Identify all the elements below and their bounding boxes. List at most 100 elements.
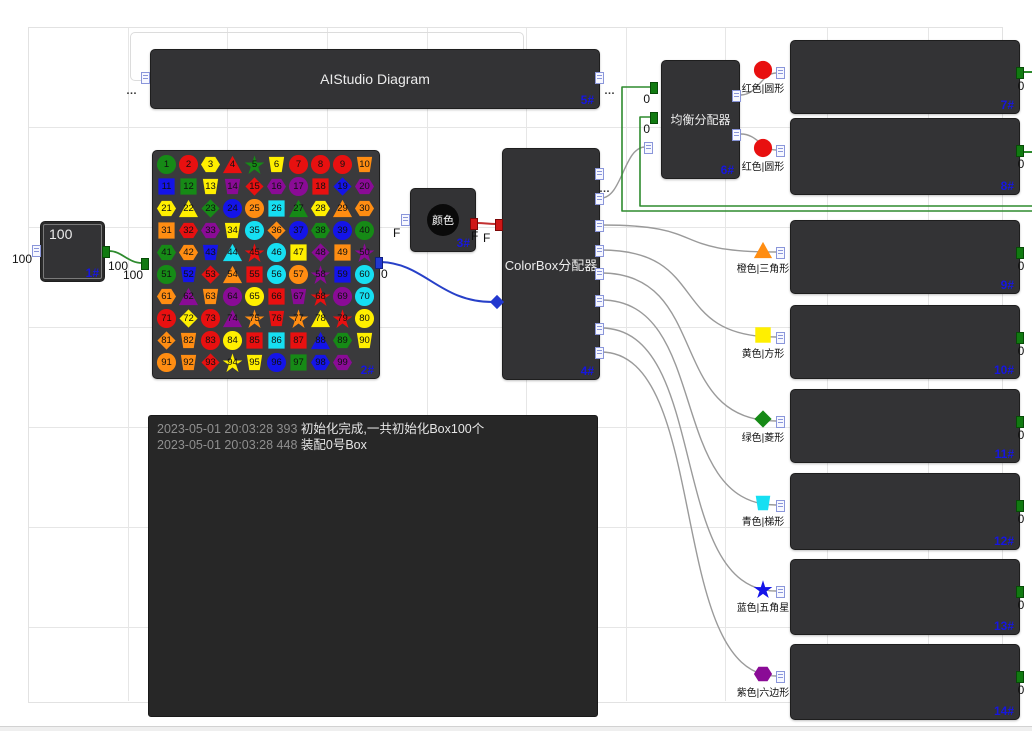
box-item-square-orange[interactable]: 31 (156, 220, 177, 241)
box-item-trapezoid-purple[interactable]: 67 (288, 286, 309, 307)
balancer-output-port-2[interactable] (732, 129, 741, 141)
wire[interactable] (108, 250, 143, 264)
box-item-circle-red[interactable]: 9 (332, 154, 353, 175)
box-item-square-red[interactable]: 85 (244, 330, 265, 351)
color-node-input-port[interactable] (401, 214, 410, 226)
output-node-count-port[interactable] (1016, 247, 1024, 259)
box-item-triangle-green[interactable]: 27 (288, 198, 309, 219)
output-node-input-port[interactable] (776, 67, 785, 79)
box-item-square-orange[interactable]: 49 (332, 242, 353, 263)
box-item-diamond-orange[interactable]: 81 (156, 330, 177, 351)
colorbox-output-port-2[interactable] (595, 193, 604, 205)
box-item-circle-orange[interactable]: 91 (156, 352, 177, 373)
box-item-square-red[interactable]: 87 (288, 330, 309, 351)
box-item-circle-cyan[interactable]: 56 (266, 264, 287, 285)
output-node-8[interactable]: 8# (790, 118, 1020, 195)
box-item-square-cyan[interactable]: 86 (266, 330, 287, 351)
box-item-circle-yellow[interactable]: 65 (244, 286, 265, 307)
box-item-circle-red[interactable]: 71 (156, 308, 177, 329)
box-item-diamond-purple[interactable]: 48 (310, 242, 331, 263)
box-item-triangle-purple[interactable]: 62 (178, 286, 199, 307)
box-item-hexagon-green[interactable]: 41 (156, 242, 177, 263)
colorbox-distributor-node[interactable]: ColorBox分配器 4# (502, 148, 600, 380)
box-item-star-yellow[interactable]: 94 (222, 352, 243, 373)
source-node-output-port[interactable] (102, 246, 110, 258)
box-item-circle-red[interactable]: 8 (310, 154, 331, 175)
box-item-circle-cyan[interactable]: 46 (266, 242, 287, 263)
title-node-right-port[interactable] (595, 72, 604, 84)
box-item-diamond-red[interactable]: 15 (244, 176, 265, 197)
box-item-star-red[interactable]: 45 (244, 242, 265, 263)
output-node-14[interactable]: 14# (790, 644, 1020, 720)
box-grid-node[interactable]: 1 2 3 4 5 6 7 8 9 10 11 12 13 14 15 16 17 18 19 20 21 22 23 24 2… (152, 150, 380, 379)
output-node-input-port[interactable] (776, 416, 785, 428)
colorbox-output-port-8[interactable] (595, 347, 604, 359)
box-item-circle-blue[interactable]: 96 (266, 352, 287, 373)
box-item-star-orange[interactable]: 77 (288, 308, 309, 329)
title-node[interactable]: AIStudio Diagram 5# (150, 49, 600, 109)
box-item-circle-orange[interactable]: 57 (288, 264, 309, 285)
wire[interactable] (600, 272, 777, 422)
colorbox-output-port-1[interactable] (595, 168, 604, 180)
box-item-circle-cyan[interactable]: 35 (244, 220, 265, 241)
output-node-input-port[interactable] (776, 332, 785, 344)
box-grid-input-port[interactable] (141, 258, 149, 270)
box-item-square-yellow[interactable]: 47 (288, 242, 309, 263)
box-item-hexagon-yellow[interactable]: 28 (310, 198, 331, 219)
source-node-input-port[interactable] (32, 245, 41, 257)
box-item-hexagon-red[interactable]: 32 (178, 220, 199, 241)
box-item-circle-blue[interactable]: 37 (288, 220, 309, 241)
balancer-feedback-port-2[interactable] (650, 112, 658, 124)
output-node-input-port[interactable] (776, 671, 785, 683)
box-item-hexagon-purple[interactable]: 33 (200, 220, 221, 241)
box-item-circle-red[interactable]: 7 (288, 154, 309, 175)
output-node-count-port[interactable] (1016, 586, 1024, 598)
box-item-hexagon-orange[interactable]: 61 (156, 286, 177, 307)
output-node-10[interactable]: 10# (790, 305, 1020, 379)
output-node-11[interactable]: 11# (790, 389, 1020, 463)
colorbox-color-input-port[interactable] (495, 219, 503, 231)
box-item-circle-purple[interactable]: 69 (332, 286, 353, 307)
balancer-output-port-1[interactable] (732, 90, 741, 102)
box-item-circle-purple[interactable]: 17 (288, 176, 309, 197)
box-item-trapezoid-orange[interactable]: 10 (354, 154, 375, 175)
output-node-input-port[interactable] (776, 145, 785, 157)
box-item-circle-purple[interactable]: 64 (222, 286, 243, 307)
box-item-circle-green[interactable]: 40 (354, 220, 375, 241)
box-item-triangle-orange[interactable]: 54 (222, 264, 243, 285)
box-item-circle-blue[interactable]: 24 (222, 198, 243, 219)
box-item-trapezoid-blue[interactable]: 52 (178, 264, 199, 285)
colorbox-output-port-3[interactable] (595, 220, 604, 232)
box-item-circle-cyan[interactable]: 70 (354, 286, 375, 307)
output-node-7[interactable]: 7# (790, 40, 1020, 114)
wire[interactable] (600, 327, 777, 592)
box-item-hexagon-yellow[interactable]: 21 (156, 198, 177, 219)
box-item-hexagon-purple[interactable]: 20 (354, 176, 375, 197)
box-item-trapezoid-blue[interactable]: 43 (200, 242, 221, 263)
balancer-node[interactable]: 均衡分配器 6# (661, 60, 740, 179)
box-item-triangle-yellow[interactable]: 22 (178, 198, 199, 219)
box-item-trapezoid-orange[interactable]: 63 (200, 286, 221, 307)
box-item-square-red[interactable]: 66 (266, 286, 287, 307)
wire[interactable] (600, 351, 777, 677)
box-item-circle-cyan[interactable]: 60 (354, 264, 375, 285)
output-node-count-port[interactable] (1016, 671, 1024, 683)
box-item-star-red[interactable]: 68 (310, 286, 331, 307)
box-item-square-blue[interactable]: 59 (332, 264, 353, 285)
box-item-triangle-purple[interactable]: 74 (222, 308, 243, 329)
wire[interactable] (639, 116, 1032, 207)
box-item-square-red[interactable]: 18 (310, 176, 331, 197)
box-item-trapezoid-orange[interactable]: 92 (178, 352, 199, 373)
box-item-square-blue[interactable]: 11 (156, 176, 177, 197)
box-item-diamond-yellow[interactable]: 72 (178, 308, 199, 329)
box-item-triangle-yellow[interactable]: 78 (310, 308, 331, 329)
box-item-hexagon-orange[interactable]: 30 (354, 198, 375, 219)
box-item-trapezoid-red[interactable]: 76 (266, 308, 287, 329)
box-item-diamond-orange[interactable]: 36 (266, 220, 287, 241)
color-node-output-port[interactable] (470, 218, 478, 230)
box-item-circle-red[interactable]: 73 (200, 308, 221, 329)
wire[interactable] (621, 86, 1032, 212)
box-item-trapezoid-yellow[interactable]: 90 (354, 330, 375, 351)
output-node-input-port[interactable] (776, 247, 785, 259)
